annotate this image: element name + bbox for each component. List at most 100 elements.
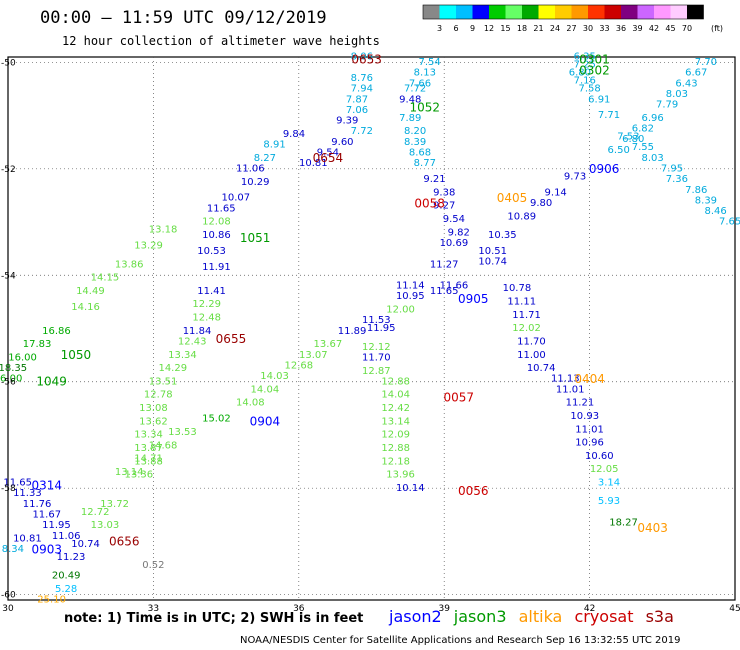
wave-height-value: 11.70	[362, 352, 391, 363]
wave-height-value: 11.71	[512, 310, 541, 321]
wave-height-value: 6.96	[641, 113, 663, 124]
wave-height-value: 10.78	[503, 283, 532, 294]
wave-height-value: 10.14	[396, 483, 425, 494]
wave-height-value: 7.89	[399, 113, 421, 124]
wave-height-value: 13.34	[168, 350, 197, 361]
wave-height-value: 9.84	[283, 129, 305, 140]
wave-height-value: 7.06	[346, 105, 368, 116]
colorbar-tick-label: 15	[500, 24, 510, 33]
wave-height-value: 16.00	[0, 374, 22, 385]
colorbar-border	[422, 4, 704, 20]
footnote: note: 1) Time is in UTC; 2) SWH is in fe…	[64, 611, 364, 626]
wave-height-value: 7.58	[578, 84, 600, 95]
wave-height-value: 10.29	[241, 177, 270, 188]
legend: jason2 jason3 altika cryosat s3a	[389, 607, 681, 626]
x-tick-label: 42	[584, 604, 595, 614]
wave-height-value: 14.08	[236, 398, 265, 409]
y-tick-label: -50	[1, 58, 16, 68]
wave-height-values: 8.068.767.947.877.069.397.729.609.5410.8…	[0, 52, 740, 606]
wave-height-value: 13.34	[134, 430, 163, 441]
wave-height-value: 25.10	[37, 595, 66, 606]
x-tick-label: 30	[2, 604, 14, 614]
wave-height-value: 18.35	[0, 363, 27, 374]
colorbar-swatch	[489, 5, 506, 19]
wave-height-value: 12.88	[381, 443, 410, 454]
wave-height-value: 9.80	[530, 198, 552, 209]
colorbar-swatch	[555, 5, 572, 19]
wave-height-value: 13.18	[149, 225, 178, 236]
wave-height-value: 12.00	[386, 305, 415, 316]
wave-height-value: 12.09	[381, 430, 410, 441]
colorbar-tick-label: 45	[665, 24, 675, 33]
wave-height-value: 7.71	[598, 110, 620, 121]
wave-height-value: 14.71	[134, 454, 163, 465]
wave-height-value: 11.76	[23, 499, 52, 510]
wave-height-value: 20.49	[52, 571, 81, 582]
track-time-label: 0903	[31, 542, 62, 556]
wave-height-value: 6.67	[685, 68, 707, 79]
colorbar-tick-label: 33	[599, 24, 609, 33]
axis-ticks: 30 33 36 39 42 45 -50 -52 -54 -56 -58 -60	[1, 58, 740, 614]
wave-height-value: 8.13	[414, 68, 436, 79]
wave-height-value: 11.53	[362, 315, 391, 326]
wave-height-value: 11.89	[338, 326, 367, 337]
legend-item-s3a: s3a	[645, 607, 674, 626]
wave-height-value: 11.95	[42, 520, 71, 531]
wave-height-value: 8.76	[351, 73, 373, 84]
wave-height-value: 10.95	[396, 291, 425, 302]
colorbar-tick-label: 30	[583, 24, 593, 33]
wave-height-value: 8.06	[351, 52, 373, 63]
track-labels: 0653 0654 1052 0058 0405 0057 0056 0905 0906 0404…	[31, 53, 667, 557]
colorbar-swatch	[505, 5, 522, 19]
wave-height-value: 7.72	[404, 84, 426, 95]
wave-height-value: 13.62	[139, 416, 168, 427]
track-time-label: 1051	[240, 231, 271, 245]
track-time-label: 0314	[31, 479, 62, 493]
wave-height-value: 8.68	[409, 147, 431, 158]
wave-height-value: 12.29	[192, 299, 221, 310]
wave-height-value: 11.01	[556, 384, 585, 395]
wave-height-value: 6.82	[632, 124, 654, 135]
wave-height-value: 9.54	[317, 147, 339, 158]
colorbar-swatch	[604, 5, 621, 19]
wave-height-value: 9.48	[399, 94, 421, 105]
wave-height-value: 11.23	[57, 552, 86, 563]
y-tick-label: -60	[1, 591, 16, 601]
wave-height-value: 5.93	[598, 496, 620, 507]
wave-height-value: 13.51	[149, 376, 178, 387]
track-time-label: 0405	[497, 191, 528, 205]
wave-height-value: 10.69	[440, 238, 469, 249]
wave-height-value: 11.01	[575, 424, 604, 435]
track-time-label: 0404	[574, 372, 605, 386]
colorbar-tick-label: 24	[550, 24, 560, 33]
wave-height-value: 0.52	[142, 560, 164, 571]
wave-height-value: 11.41	[197, 286, 226, 297]
track-time-label: 0653	[351, 53, 382, 67]
wave-height-value: 6.80	[622, 134, 644, 145]
wave-height-value: 9.60	[331, 137, 353, 148]
wave-height-value: 11.14	[396, 281, 425, 292]
wave-height-value: 6.50	[608, 145, 630, 156]
colorbar-tick-label: 18	[517, 24, 527, 33]
wave-height-value: 14.15	[91, 273, 120, 284]
plot-border	[7, 56, 736, 601]
wave-height-value: 10.89	[507, 211, 536, 222]
track-time-label: 0056	[458, 484, 489, 498]
wave-height-value: 7.55	[632, 142, 654, 153]
legend-item-jason2: jason2	[389, 607, 442, 626]
wave-height-value: 7.79	[656, 100, 678, 111]
wave-height-value: 11.91	[202, 262, 231, 273]
wave-height-value: 10.51	[478, 246, 507, 257]
wave-height-value: 7.16	[574, 76, 596, 87]
y-tick-label: -54	[1, 271, 16, 281]
colorbar-swatch	[637, 5, 654, 19]
plot-frame	[7, 56, 736, 601]
wave-height-value: 11.67	[32, 509, 61, 520]
wave-height-value: 8.20	[404, 126, 426, 137]
wave-height-value: 14.16	[71, 302, 100, 313]
wave-height-value: 10.07	[221, 193, 250, 204]
track-time-label: 0906	[589, 162, 620, 176]
wave-height-value: 13.87	[134, 443, 163, 454]
wave-height-value: 9.73	[564, 171, 586, 182]
wave-height-value: 10.35	[488, 230, 517, 241]
